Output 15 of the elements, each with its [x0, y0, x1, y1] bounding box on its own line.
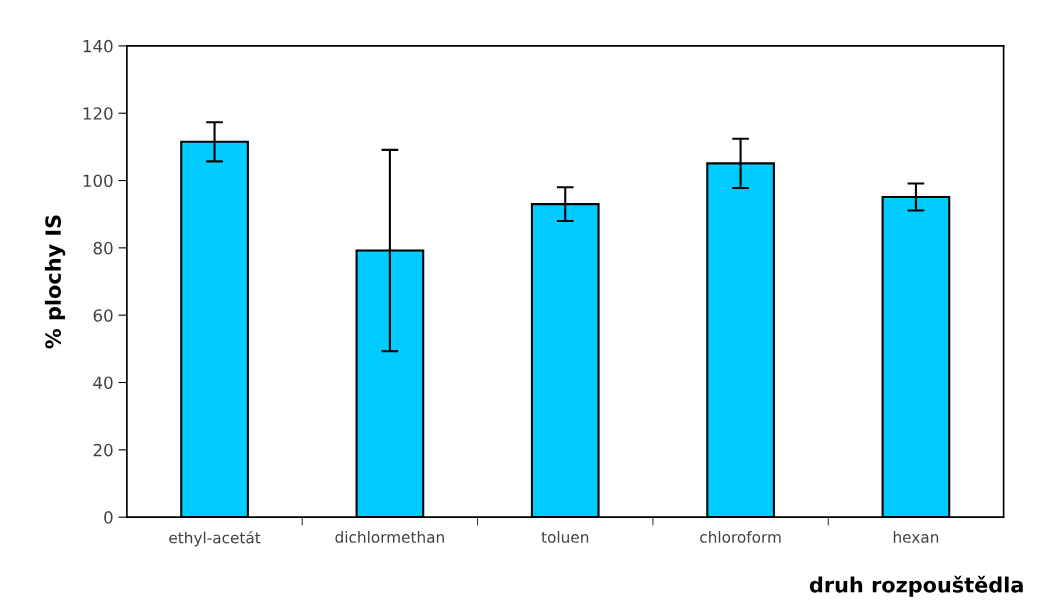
x-tick-label: ethyl-acetát	[169, 531, 261, 547]
y-axis-title: % plochy IS	[44, 215, 66, 349]
y-tick-label: 0	[104, 511, 113, 524]
y-tick-label: 20	[93, 443, 113, 457]
x-tick-label: hexan	[893, 531, 939, 543]
x-tick-label: toluen	[541, 531, 589, 543]
y-tick-label: 100	[83, 174, 113, 188]
x-tick-label: chloroform	[700, 531, 781, 543]
x-tick-label: dichlormethan	[335, 531, 444, 543]
x-axis-title: druh rozpouštědla	[809, 575, 1023, 597]
y-tick-label: 40	[93, 376, 113, 390]
y-tick-label: 80	[93, 241, 113, 255]
y-tick-label: 120	[83, 107, 113, 120]
y-tick-label: 140	[83, 39, 113, 53]
y-tick-label: 60	[93, 309, 113, 322]
